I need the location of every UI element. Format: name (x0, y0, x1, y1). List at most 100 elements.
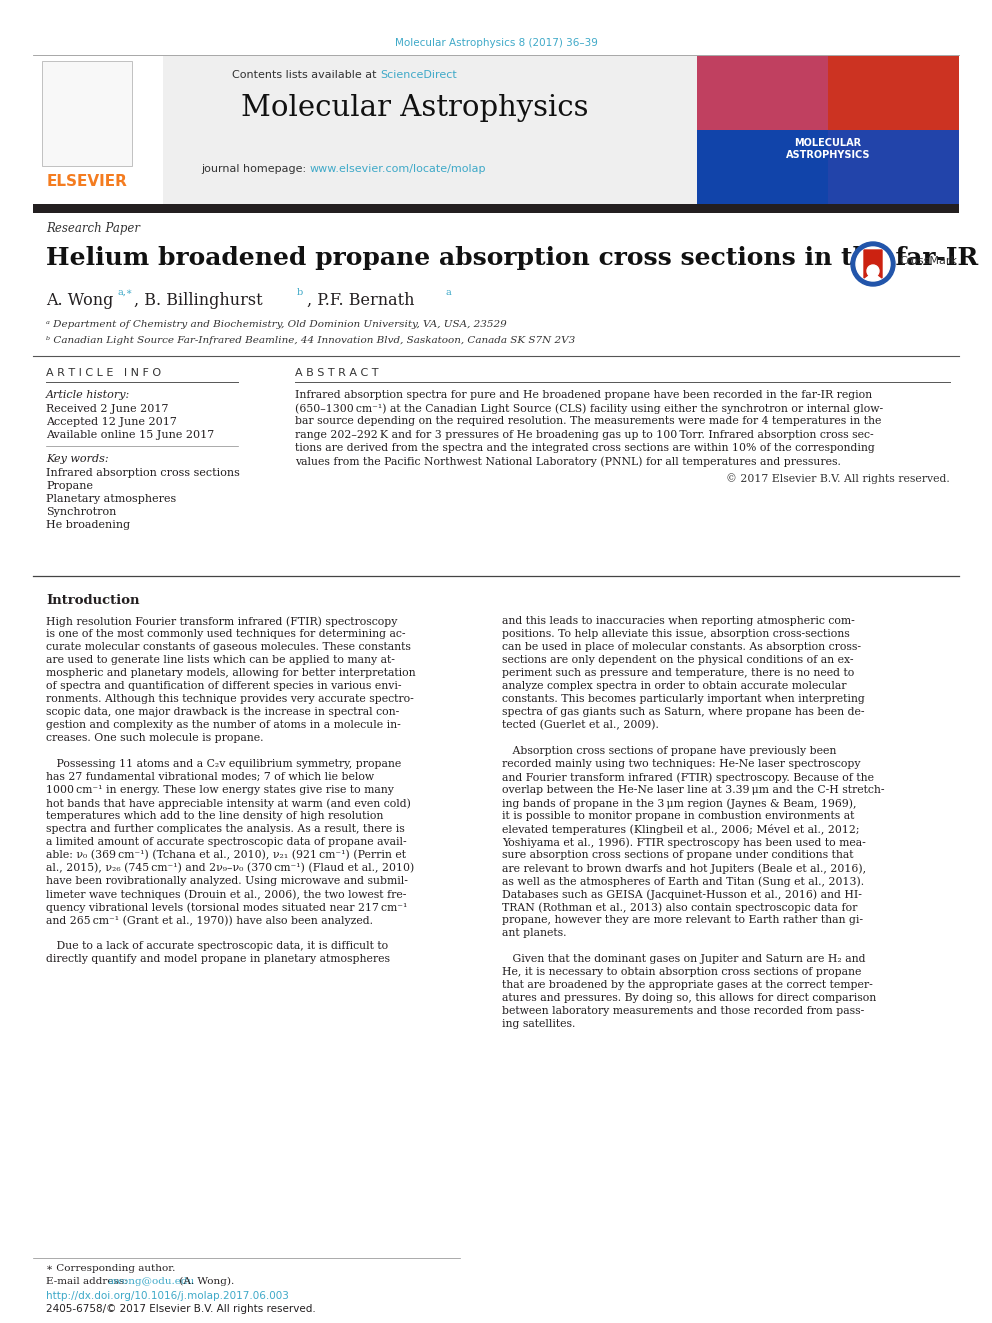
Bar (697, 130, 828, 204)
Text: spectra of gas giants such as Saturn, where propane has been de-: spectra of gas giants such as Saturn, wh… (502, 706, 864, 717)
Text: constants. This becomes particularly important when interpreting: constants. This becomes particularly imp… (502, 695, 865, 704)
Text: propane, however they are more relevant to Earth rather than gi-: propane, however they are more relevant … (502, 916, 863, 925)
Text: as well as the atmospheres of Earth and Titan (Sung et al., 2013).: as well as the atmospheres of Earth and … (502, 876, 864, 886)
Text: awong@odu.edu: awong@odu.edu (108, 1277, 195, 1286)
Circle shape (867, 265, 879, 277)
Text: ᵃ Department of Chemistry and Biochemistry, Old Dominion University, VA, USA, 23: ᵃ Department of Chemistry and Biochemist… (46, 320, 507, 329)
Text: 2405-6758/© 2017 Elsevier B.V. All rights reserved.: 2405-6758/© 2017 Elsevier B.V. All right… (46, 1304, 315, 1314)
Text: journal homepage:: journal homepage: (201, 164, 310, 175)
Bar (33, 56, 163, 204)
Text: Yoshiyama et al., 1996). FTIR spectroscopy has been used to mea-: Yoshiyama et al., 1996). FTIR spectrosco… (502, 837, 866, 848)
Text: ing bands of propane in the 3 μm region (Jaynes & Beam, 1969),: ing bands of propane in the 3 μm region … (502, 798, 856, 808)
Bar (697, 56, 959, 204)
Text: b: b (297, 288, 304, 296)
Text: al., 2015), ν₂₆ (745 cm⁻¹) and 2ν₉–ν₀ (370 cm⁻¹) (Flaud et al., 2010): al., 2015), ν₂₆ (745 cm⁻¹) and 2ν₉–ν₀ (3… (46, 863, 415, 873)
Text: Helium broadened propane absorption cross sections in the far-IR: Helium broadened propane absorption cros… (46, 246, 978, 270)
Text: of spectra and quantification of different species in various envi-: of spectra and quantification of differe… (46, 681, 402, 691)
Polygon shape (864, 250, 882, 278)
Circle shape (851, 242, 895, 286)
Text: has 27 fundamental vibrational modes; 7 of which lie below: has 27 fundamental vibrational modes; 7 … (46, 773, 374, 782)
Bar (33, 56, 959, 204)
Text: Research Paper: Research Paper (46, 222, 140, 235)
Text: ᵇ Canadian Light Source Far-Infrared Beamline, 44 Innovation Blvd, Saskatoon, Ca: ᵇ Canadian Light Source Far-Infrared Bea… (46, 336, 575, 345)
Text: High resolution Fourier transform infrared (FTIR) spectroscopy: High resolution Fourier transform infrar… (46, 617, 398, 627)
Text: Databases such as GEISA (Jacquinet-Husson et al., 2016) and HI-: Databases such as GEISA (Jacquinet-Husso… (502, 889, 862, 900)
Text: analyze complex spectra in order to obtain accurate molecular: analyze complex spectra in order to obta… (502, 681, 846, 691)
Text: Received 2 June 2017: Received 2 June 2017 (46, 404, 169, 414)
Text: directly quantify and model propane in planetary atmospheres: directly quantify and model propane in p… (46, 954, 390, 964)
Text: ant planets.: ant planets. (502, 927, 566, 938)
Text: Contents lists available at: Contents lists available at (232, 70, 380, 79)
Text: (650–1300 cm⁻¹) at the Canadian Light Source (CLS) facility using either the syn: (650–1300 cm⁻¹) at the Canadian Light So… (295, 404, 883, 414)
Text: A R T I C L E   I N F O: A R T I C L E I N F O (46, 368, 161, 378)
Text: Available online 15 June 2017: Available online 15 June 2017 (46, 430, 214, 441)
Text: quency vibrational levels (torsional modes situated near 217 cm⁻¹: quency vibrational levels (torsional mod… (46, 902, 408, 913)
Text: ELSEVIER: ELSEVIER (47, 175, 127, 189)
Text: that are broadened by the appropriate gases at the correct temper-: that are broadened by the appropriate ga… (502, 980, 873, 990)
Text: periment such as pressure and temperature, there is no need to: periment such as pressure and temperatur… (502, 668, 854, 677)
Text: a: a (446, 288, 451, 296)
Text: ScienceDirect: ScienceDirect (380, 70, 456, 79)
Text: values from the Pacific Northwest National Laboratory (PNNL) for all temperature: values from the Pacific Northwest Nation… (295, 456, 841, 467)
Text: tected (Guerlet et al., 2009).: tected (Guerlet et al., 2009). (502, 720, 659, 730)
Text: © 2017 Elsevier B.V. All rights reserved.: © 2017 Elsevier B.V. All rights reserved… (726, 474, 950, 484)
Text: http://dx.doi.org/10.1016/j.molap.2017.06.003: http://dx.doi.org/10.1016/j.molap.2017.0… (46, 1291, 289, 1301)
Text: able: ν₀ (369 cm⁻¹) (Tchana et al., 2010), ν₂₁ (921 cm⁻¹) (Perrin et: able: ν₀ (369 cm⁻¹) (Tchana et al., 2010… (46, 849, 406, 860)
Text: He broadening: He broadening (46, 520, 130, 531)
Text: mospheric and planetary models, allowing for better interpretation: mospheric and planetary models, allowing… (46, 668, 416, 677)
Text: Due to a lack of accurate spectroscopic data, it is difficult to: Due to a lack of accurate spectroscopic … (46, 941, 388, 951)
Text: tions are derived from the spectra and the integrated cross sections are within : tions are derived from the spectra and t… (295, 443, 875, 452)
Text: have been rovibrationally analyzed. Using microwave and submil-: have been rovibrationally analyzed. Usin… (46, 876, 408, 886)
Text: a limited amount of accurate spectroscopic data of propane avail-: a limited amount of accurate spectroscop… (46, 837, 407, 847)
Text: Possessing 11 atoms and a C₂v equilibrium symmetry, propane: Possessing 11 atoms and a C₂v equilibriu… (46, 759, 401, 769)
Text: temperatures which add to the line density of high resolution: temperatures which add to the line densi… (46, 811, 383, 822)
Text: recorded mainly using two techniques: He-Ne laser spectroscopy: recorded mainly using two techniques: He… (502, 759, 860, 769)
Text: Synchrotron: Synchrotron (46, 507, 116, 517)
Text: Key words:: Key words: (46, 454, 109, 464)
Text: Absorption cross sections of propane have previously been: Absorption cross sections of propane hav… (502, 746, 836, 755)
Text: creases. One such molecule is propane.: creases. One such molecule is propane. (46, 733, 264, 744)
Text: Planetary atmospheres: Planetary atmospheres (46, 493, 177, 504)
Text: Article history:: Article history: (46, 390, 130, 400)
Bar (828, 130, 959, 204)
Text: , P.F. Bernath: , P.F. Bernath (307, 292, 415, 310)
Text: ∗ Corresponding author.: ∗ Corresponding author. (46, 1263, 176, 1273)
Text: sure absorption cross sections of propane under conditions that: sure absorption cross sections of propan… (502, 849, 853, 860)
Text: TRAN (Rothman et al., 2013) also contain spectroscopic data for: TRAN (Rothman et al., 2013) also contain… (502, 902, 857, 913)
Text: gestion and complexity as the number of atoms in a molecule in-: gestion and complexity as the number of … (46, 720, 401, 730)
Bar (33, 204, 959, 213)
Text: Propane: Propane (46, 482, 93, 491)
Text: is one of the most commonly used techniques for determining ac-: is one of the most commonly used techniq… (46, 628, 406, 639)
Text: overlap between the He-Ne laser line at 3.39 μm and the C-H stretch-: overlap between the He-Ne laser line at … (502, 785, 885, 795)
Text: scopic data, one major drawback is the increase in spectral con-: scopic data, one major drawback is the i… (46, 706, 399, 717)
Text: atures and pressures. By doing so, this allows for direct comparison: atures and pressures. By doing so, this … (502, 994, 876, 1003)
Text: can be used in place of molecular constants. As absorption cross-: can be used in place of molecular consta… (502, 642, 861, 652)
Text: , B. Billinghurst: , B. Billinghurst (134, 292, 263, 310)
Text: www.elsevier.com/locate/molap: www.elsevier.com/locate/molap (310, 164, 486, 175)
Text: positions. To help alleviate this issue, absorption cross-sections: positions. To help alleviate this issue,… (502, 628, 850, 639)
Text: are relevant to brown dwarfs and hot Jupiters (Beale et al., 2016),: are relevant to brown dwarfs and hot Jup… (502, 863, 866, 873)
Text: E-mail address:: E-mail address: (46, 1277, 131, 1286)
Text: Introduction: Introduction (46, 594, 140, 607)
Text: MOLECULAR
ASTROPHYSICS: MOLECULAR ASTROPHYSICS (786, 138, 870, 160)
Text: bar source depending on the required resolution. The measurements were made for : bar source depending on the required res… (295, 417, 881, 426)
Text: a,∗: a,∗ (117, 288, 133, 296)
Text: A B S T R A C T: A B S T R A C T (295, 368, 379, 378)
Text: limeter wave techniques (Drouin et al., 2006), the two lowest fre-: limeter wave techniques (Drouin et al., … (46, 889, 407, 900)
Text: He, it is necessary to obtain absorption cross sections of propane: He, it is necessary to obtain absorption… (502, 967, 861, 976)
Text: are used to generate line lists which can be applied to many at-: are used to generate line lists which ca… (46, 655, 395, 665)
Text: A. Wong: A. Wong (46, 292, 113, 310)
Text: it is possible to monitor propane in combustion environments at: it is possible to monitor propane in com… (502, 811, 854, 822)
Text: 1000 cm⁻¹ in energy. These low energy states give rise to many: 1000 cm⁻¹ in energy. These low energy st… (46, 785, 394, 795)
Text: and this leads to inaccuracies when reporting atmospheric com-: and this leads to inaccuracies when repo… (502, 617, 855, 626)
Bar (828, 56, 959, 130)
Circle shape (856, 247, 890, 280)
Text: Given that the dominant gases on Jupiter and Saturn are H₂ and: Given that the dominant gases on Jupiter… (502, 954, 865, 964)
Text: sections are only dependent on the physical conditions of an ex-: sections are only dependent on the physi… (502, 655, 853, 665)
Text: Molecular Astrophysics: Molecular Astrophysics (241, 94, 588, 122)
Text: and 265 cm⁻¹ (Grant et al., 1970)) have also been analyzed.: and 265 cm⁻¹ (Grant et al., 1970)) have … (46, 916, 373, 926)
Text: (A. Wong).: (A. Wong). (176, 1277, 234, 1286)
Text: range 202–292 K and for 3 pressures of He broadening gas up to 100 Torr. Infrare: range 202–292 K and for 3 pressures of H… (295, 430, 874, 439)
Text: curate molecular constants of gaseous molecules. These constants: curate molecular constants of gaseous mo… (46, 642, 411, 652)
Text: ing satellites.: ing satellites. (502, 1019, 575, 1029)
